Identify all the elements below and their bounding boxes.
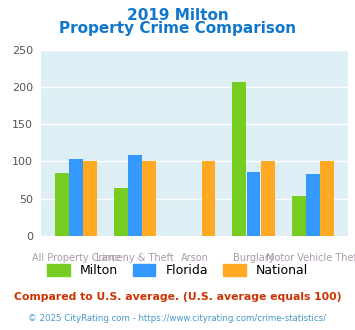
- Text: 2019 Milton: 2019 Milton: [127, 8, 228, 23]
- Bar: [247, 172, 261, 236]
- Bar: [320, 161, 334, 236]
- Text: Larceny & Theft: Larceny & Theft: [96, 253, 174, 263]
- Bar: [114, 188, 128, 236]
- Bar: [306, 174, 320, 236]
- Text: All Property Crime: All Property Crime: [32, 253, 120, 263]
- Bar: [292, 196, 306, 236]
- Bar: [202, 161, 215, 236]
- Bar: [261, 161, 275, 236]
- Text: Property Crime Comparison: Property Crime Comparison: [59, 21, 296, 36]
- Bar: [233, 82, 246, 236]
- Text: Burglary: Burglary: [233, 253, 274, 263]
- Text: Compared to U.S. average. (U.S. average equals 100): Compared to U.S. average. (U.S. average …: [14, 292, 341, 302]
- Bar: [55, 173, 69, 236]
- Bar: [128, 155, 142, 236]
- Bar: [83, 161, 97, 236]
- Text: Arson: Arson: [180, 253, 208, 263]
- Text: Motor Vehicle Theft: Motor Vehicle Theft: [266, 253, 355, 263]
- Text: © 2025 CityRating.com - https://www.cityrating.com/crime-statistics/: © 2025 CityRating.com - https://www.city…: [28, 314, 327, 323]
- Bar: [142, 161, 156, 236]
- Legend: Milton, Florida, National: Milton, Florida, National: [42, 259, 313, 282]
- Bar: [69, 159, 83, 236]
